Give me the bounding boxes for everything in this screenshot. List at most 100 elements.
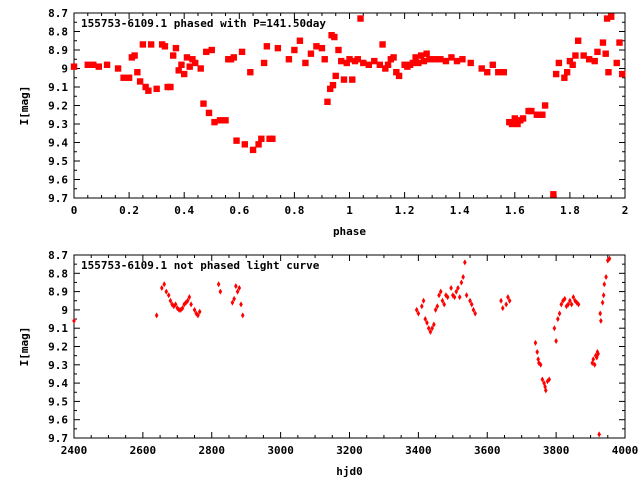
- data-point: [230, 54, 237, 61]
- data-point: [543, 387, 548, 394]
- data-point: [423, 316, 428, 323]
- data-point: [500, 69, 507, 76]
- data-point: [592, 361, 597, 368]
- data-point: [489, 61, 496, 68]
- x-tick-label: 3800: [543, 444, 570, 457]
- data-point: [504, 301, 508, 308]
- data-point: [607, 255, 612, 262]
- data-point: [154, 312, 159, 319]
- x-tick-label: 0.8: [284, 204, 304, 217]
- data-point: [175, 67, 182, 74]
- x-tick-label: 2800: [199, 444, 226, 457]
- x-tick-label: 1.2: [395, 204, 415, 217]
- data-point: [192, 306, 197, 313]
- data-point: [168, 297, 173, 304]
- data-point: [164, 288, 169, 295]
- data-point: [343, 59, 350, 67]
- data-point: [550, 191, 557, 198]
- x-tick-label: 3000: [267, 444, 294, 457]
- data-point: [507, 297, 512, 304]
- data-point: [495, 69, 502, 76]
- data-point: [263, 43, 271, 50]
- data-point: [563, 69, 571, 76]
- data-point: [539, 111, 546, 118]
- data-point: [153, 85, 160, 93]
- data-point: [178, 61, 185, 68]
- data-point: [602, 281, 607, 288]
- y-tick-label: 9.5: [48, 155, 68, 168]
- data-point: [605, 257, 610, 264]
- data-point: [420, 303, 424, 310]
- data-point: [291, 46, 298, 54]
- data-point: [395, 72, 403, 80]
- y-tick-label: 9.6: [48, 414, 68, 427]
- data-point: [187, 294, 192, 301]
- data-point: [430, 325, 434, 332]
- data-point: [167, 83, 174, 91]
- data-point: [453, 57, 461, 65]
- data-point: [335, 46, 342, 54]
- data-point: [313, 43, 320, 50]
- data-point: [601, 292, 606, 299]
- data-point: [576, 301, 581, 308]
- data-point: [360, 59, 367, 67]
- data-point: [415, 59, 422, 67]
- data-point: [537, 359, 541, 366]
- data-point: [180, 305, 185, 312]
- y-tick-label: 8.7: [48, 7, 68, 20]
- data-point: [161, 43, 169, 50]
- data-point: [459, 279, 464, 286]
- y-tick-label: 8.7: [48, 249, 68, 262]
- data-point: [139, 41, 147, 48]
- data-point: [416, 310, 421, 317]
- data-point: [238, 48, 246, 56]
- data-point: [393, 69, 400, 76]
- data-point: [533, 339, 538, 346]
- data-point: [376, 61, 384, 68]
- data-point: [554, 338, 558, 345]
- data-point: [197, 65, 204, 72]
- data-point: [390, 54, 397, 61]
- data-point: [260, 59, 268, 67]
- data-point: [329, 81, 337, 89]
- data-point: [173, 301, 178, 308]
- chart-panel-1: 8.7 8.8 8.9 9 9.1 9.2 9.3 9.4 9.5 9.6 9.70 0.2 0.4 0.…: [18, 7, 628, 238]
- data-point: [307, 50, 315, 57]
- y-tick-label: 8.8: [48, 267, 68, 280]
- x-tick-label: 0: [71, 204, 78, 217]
- data-point: [426, 325, 431, 332]
- data-point: [431, 56, 439, 63]
- x-tick-label: 1.8: [560, 204, 580, 217]
- data-point: [604, 273, 608, 280]
- y-tick-label: 9.4: [48, 137, 68, 150]
- data-point: [535, 348, 539, 355]
- data-point: [412, 54, 419, 61]
- plot-frame: [73, 254, 626, 439]
- data-point: [463, 259, 467, 266]
- data-point: [230, 299, 235, 306]
- data-point: [169, 52, 177, 59]
- data-point: [90, 61, 97, 68]
- data-point: [296, 37, 304, 44]
- data-point: [269, 135, 276, 142]
- data-point: [285, 56, 293, 63]
- y-tick-label: 8.8: [48, 26, 68, 39]
- x-tick-label: 3400: [405, 444, 432, 457]
- data-point: [249, 146, 257, 154]
- data-point: [585, 56, 593, 63]
- data-point: [186, 63, 193, 70]
- data-point: [591, 57, 598, 65]
- x-tick-label: 3200: [336, 444, 363, 457]
- data-point: [597, 431, 601, 438]
- data-point: [445, 294, 450, 301]
- data-point: [216, 117, 224, 124]
- x-tick-label: 4000: [612, 444, 639, 457]
- chart-title: 155753-6109.1 phased with P=141.50day: [81, 17, 326, 30]
- data-point: [414, 306, 419, 313]
- data-point: [437, 56, 444, 63]
- data-point: [142, 83, 149, 91]
- data-point: [572, 52, 579, 59]
- data-point: [234, 283, 238, 290]
- data-point: [557, 310, 562, 317]
